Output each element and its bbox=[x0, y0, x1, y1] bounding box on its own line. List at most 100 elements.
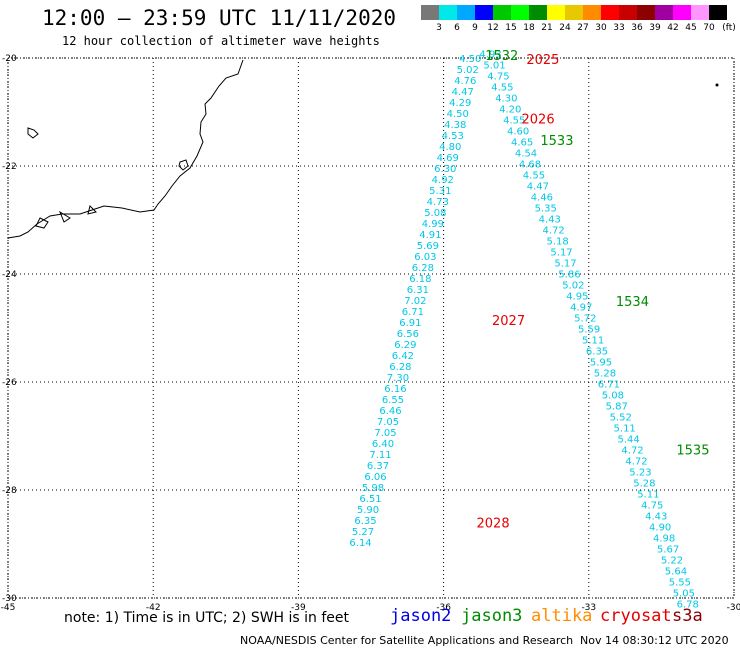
wave-height-value: 4.80 bbox=[439, 142, 461, 153]
wave-height-value: 5.87 bbox=[606, 402, 628, 413]
wave-height-value: 6.28 bbox=[389, 362, 411, 373]
pass-number-label: 2028 bbox=[477, 516, 510, 531]
lon-tick-label: -42 bbox=[146, 603, 161, 610]
wave-height-value: 6.35 bbox=[586, 347, 608, 358]
lon-tick-label: -30 bbox=[727, 603, 740, 610]
lat-tick-label: -24 bbox=[2, 270, 17, 280]
wave-height-value: 4.90 bbox=[649, 523, 671, 534]
legend-label: 30 bbox=[595, 23, 607, 33]
legend-swatch bbox=[637, 5, 655, 20]
legend-label: 45 bbox=[685, 23, 697, 33]
wave-height-value: 5.52 bbox=[610, 413, 632, 424]
lon-tick-label: -39 bbox=[291, 603, 306, 610]
wave-height-value: 4.43 bbox=[539, 215, 561, 226]
legend-swatch bbox=[493, 5, 511, 20]
wave-height-value: 4.53 bbox=[442, 131, 464, 142]
legend-swatch bbox=[709, 5, 727, 20]
wave-height-value: 4.46 bbox=[531, 193, 553, 204]
wave-height-value: 4.60 bbox=[507, 127, 529, 138]
legend-label: 15 bbox=[505, 23, 517, 33]
satellite-legend-jason3: jason3 bbox=[461, 606, 523, 626]
legend-swatch bbox=[475, 5, 493, 20]
wave-height-value: 5.98 bbox=[362, 483, 384, 494]
wave-height-value: 6.06 bbox=[364, 472, 386, 483]
wave-height-value: 5.69 bbox=[417, 241, 439, 252]
wave-height-value: 6.91 bbox=[399, 318, 421, 329]
wave-height-value: 4.72 bbox=[543, 226, 565, 237]
wave-height-value: 4.75 bbox=[641, 501, 663, 512]
wave-height-value: 5.64 bbox=[665, 567, 687, 578]
wave-height-value: 5.35 bbox=[535, 204, 557, 215]
coastline bbox=[7, 59, 719, 239]
wave-height-value: 5.44 bbox=[617, 435, 639, 446]
satellite-legend-altika: altika bbox=[531, 606, 593, 626]
wave-height-value: 6.35 bbox=[354, 516, 376, 527]
wave-height-value: 4.95 bbox=[566, 292, 588, 303]
wave-height-value: 6.31 bbox=[407, 285, 429, 296]
lat-tick-label: -28 bbox=[2, 486, 17, 496]
wave-height-value: 6.71 bbox=[598, 380, 620, 391]
wave-height-value: 4.50 bbox=[459, 54, 481, 65]
brazil-coastline bbox=[7, 59, 244, 239]
legend-swatch bbox=[529, 5, 547, 20]
legend-swatch bbox=[421, 5, 439, 20]
legend-swatch bbox=[619, 5, 637, 20]
wave-height-value: 6.71 bbox=[402, 307, 424, 318]
wave-height-value: 5.31 bbox=[429, 186, 451, 197]
wave-height-value: 6.51 bbox=[359, 494, 381, 505]
wave-height-value: 4.30 bbox=[495, 94, 517, 105]
pass-labels: 1532 2025 2026 1533 1534 2027 1535 2028 bbox=[477, 49, 710, 532]
axis-tick-labels: -45 -42 -39 -36 -33 -30 -20 -22 -24 -26 -28 -30 bbox=[1, 54, 740, 610]
pass-number-label: 1535 bbox=[676, 444, 709, 459]
wave-height-value: 5.67 bbox=[657, 545, 679, 556]
legend-unit: (ft) bbox=[722, 23, 736, 33]
wave-height-value: 4.97 bbox=[570, 303, 592, 314]
wave-height-value: 6.55 bbox=[382, 395, 404, 406]
island-2 bbox=[178, 159, 189, 171]
wave-height-value: 6.40 bbox=[372, 439, 394, 450]
island-1 bbox=[27, 127, 39, 139]
satellite-legend-s3a: s3a bbox=[672, 606, 703, 626]
wave-height-value: 5.28 bbox=[594, 369, 616, 380]
wave-height-value: 4.55 bbox=[523, 171, 545, 182]
wave-height-value: 6.14 bbox=[349, 538, 371, 549]
pass-number-label: 1533 bbox=[540, 134, 573, 149]
wave-height-value: 7.02 bbox=[404, 296, 426, 307]
wave-height-value: 4.68 bbox=[519, 160, 541, 171]
wave-height-value: 5.27 bbox=[352, 527, 374, 538]
pass-number-label: 2026 bbox=[522, 112, 555, 127]
legend-label: 70 bbox=[703, 23, 715, 33]
wave-height-value: 4.54 bbox=[515, 149, 537, 160]
map-subtitle: 12 hour collection of altimeter wave hei… bbox=[62, 34, 380, 48]
pass-number-label: 2027 bbox=[492, 314, 525, 329]
wave-height-value: 5.90 bbox=[357, 505, 379, 516]
pass-number-label: 2025 bbox=[526, 53, 559, 68]
legend-label: 24 bbox=[559, 23, 571, 33]
wave-height-value: 7.05 bbox=[377, 417, 399, 428]
legend-swatch bbox=[511, 5, 529, 20]
wave-height-value: 4.69 bbox=[437, 153, 459, 164]
legend-swatch bbox=[691, 5, 709, 20]
legend-label: 9 bbox=[472, 23, 478, 33]
wave-height-value: 5.17 bbox=[550, 248, 572, 259]
legend-swatch bbox=[655, 5, 673, 20]
wave-height-value: 5.11 bbox=[582, 336, 604, 347]
credit-line: NOAA/NESDIS Center for Satellite Applica… bbox=[240, 634, 574, 647]
wave-height-value: 5.18 bbox=[546, 237, 568, 248]
legend-label: 42 bbox=[667, 23, 679, 33]
altimeter-map: -45 -42 -39 -36 -33 -30 -20 -22 -24 -26 -28 -30 4.5… bbox=[1, 49, 740, 610]
wave-height-value: 4.47 bbox=[452, 87, 474, 98]
wave-height-values: 4.505.024.764.474.294.504.384.534.804.69… bbox=[349, 50, 698, 610]
wave-height-value: 4.99 bbox=[422, 219, 444, 230]
wave-height-value: 5.28 bbox=[633, 479, 655, 490]
wave-height-value: 5.22 bbox=[661, 556, 683, 567]
wave-height-value: 6.42 bbox=[392, 351, 414, 362]
wave-height-value: 6.16 bbox=[384, 384, 406, 395]
legend-swatch bbox=[457, 5, 475, 20]
legend-swatch bbox=[565, 5, 583, 20]
island-dot bbox=[715, 83, 719, 87]
wave-height-value: 5.05 bbox=[673, 589, 695, 600]
wave-height-value: 6.30 bbox=[434, 164, 456, 175]
wave-height-value: 4.50 bbox=[447, 109, 469, 120]
legend-label: 21 bbox=[541, 23, 553, 33]
